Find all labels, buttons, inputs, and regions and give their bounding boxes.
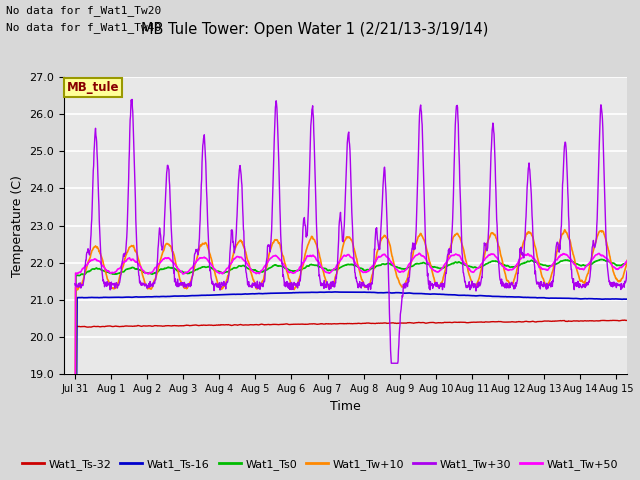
Legend: Wat1_Ts-32, Wat1_Ts-16, Wat1_Ts0, Wat1_Tw+10, Wat1_Tw+30, Wat1_Tw+50: Wat1_Ts-32, Wat1_Ts-16, Wat1_Ts0, Wat1_T… [17,455,623,474]
X-axis label: Time: Time [330,400,361,413]
Text: No data for f_Wat1_Tw20: No data for f_Wat1_Tw20 [6,5,162,16]
Text: MB Tule Tower: Open Water 1 (2/21/13-3/19/14): MB Tule Tower: Open Water 1 (2/21/13-3/1… [141,22,488,36]
Text: MB_tule: MB_tule [67,81,119,94]
Text: No data for f_Wat1_Tw40: No data for f_Wat1_Tw40 [6,22,162,33]
Y-axis label: Temperature (C): Temperature (C) [11,175,24,276]
